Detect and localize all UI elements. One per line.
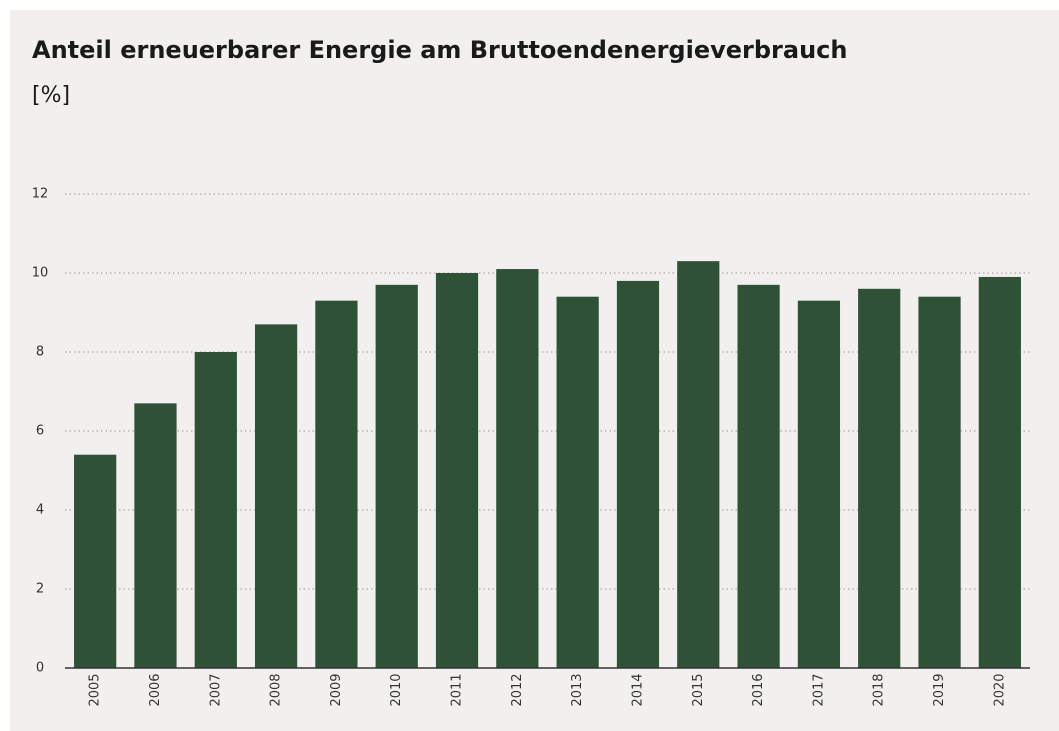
y-tick-label: 10 — [32, 266, 49, 281]
bar — [375, 284, 418, 668]
x-tick-label: 2009 — [329, 673, 344, 706]
bar — [496, 269, 539, 668]
bar — [978, 276, 1021, 668]
x-tick-label: 2013 — [570, 673, 585, 706]
x-tick-label: 2014 — [630, 673, 645, 706]
y-tick-label: 4 — [36, 503, 44, 518]
bar — [677, 261, 720, 668]
bar — [797, 300, 841, 668]
x-tick-label: 2018 — [872, 673, 887, 706]
x-tick-label: 2008 — [269, 673, 284, 706]
bar — [556, 296, 599, 668]
chart-subtitle: [%] — [32, 83, 70, 108]
bar — [134, 403, 177, 668]
y-tick-label: 12 — [32, 187, 49, 202]
x-tick-label: 2010 — [389, 673, 404, 706]
y-tick-label: 2 — [36, 582, 44, 597]
bar — [74, 454, 117, 668]
bar — [315, 300, 358, 668]
chart-title: Anteil erneuerbarer Energie am Bruttoend… — [32, 36, 847, 64]
bar — [918, 296, 961, 668]
x-tick-label: 2020 — [992, 673, 1007, 706]
x-tick-label: 2012 — [510, 673, 525, 706]
bar — [435, 273, 479, 668]
x-tick-label: 2017 — [811, 673, 826, 706]
x-tick-label: 2007 — [208, 673, 223, 706]
y-tick-label: 6 — [36, 424, 44, 439]
y-tick-label: 0 — [36, 661, 44, 676]
x-tick-label: 2019 — [932, 673, 947, 706]
x-tick-label: 2005 — [88, 673, 103, 706]
x-tick-label: 2011 — [450, 673, 465, 706]
bar — [616, 280, 660, 668]
x-tick-label: 2006 — [148, 673, 163, 706]
y-tick-label: 8 — [36, 345, 44, 360]
x-tick-label: 2016 — [751, 673, 766, 706]
bar — [194, 352, 237, 668]
x-tick-label: 2015 — [691, 673, 706, 706]
bar — [254, 324, 298, 668]
bar — [858, 288, 901, 668]
bar — [737, 284, 780, 668]
